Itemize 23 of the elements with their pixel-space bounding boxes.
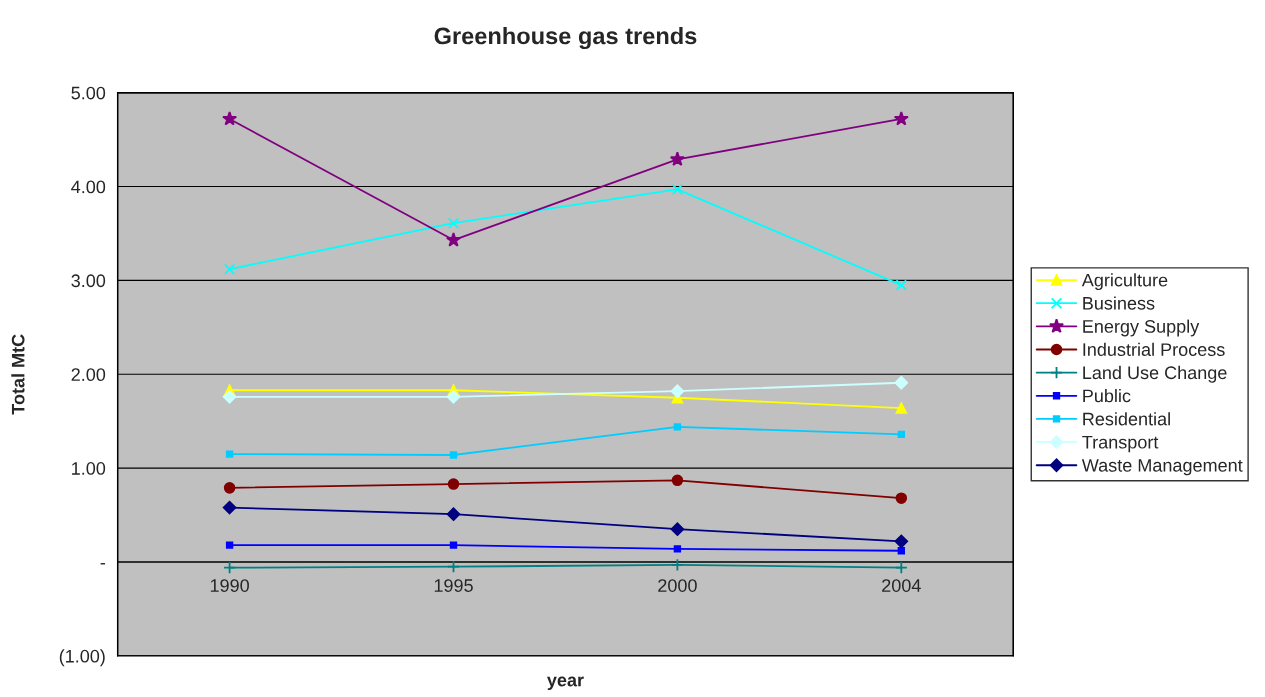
legend-label: Business [1083, 296, 1155, 310]
x-tick-label: 1995 [434, 579, 473, 592]
y-tick-label: 5.00 [71, 86, 106, 100]
y-tick-label: - [100, 563, 106, 565]
legend-label: Agriculture [1081, 273, 1168, 291]
x-tick-label: 2004 [882, 579, 921, 592]
legend-label: Transport [1082, 435, 1159, 453]
y-tick-label: 4.00 [71, 180, 106, 194]
y-axis-title: Total MtC [11, 334, 25, 415]
y-tick-label: 1.00 [72, 462, 106, 475]
x-axis-title: year [547, 676, 584, 691]
x-tick-label: 1990 [210, 579, 249, 592]
chart-title: Greenhouse gas trends [434, 26, 697, 50]
legend-label: Land Use Change [1083, 365, 1227, 383]
legend-label: Industrial Process [1083, 342, 1225, 356]
y-tick-label: (1.00) [59, 649, 105, 667]
legend-label: Energy Supply [1083, 319, 1200, 337]
legend-label: Residential [1083, 412, 1170, 426]
y-tick-label: 2.00 [71, 368, 106, 382]
x-tick-label: 2000 [658, 579, 697, 592]
legend-label: Waste Management [1081, 459, 1243, 476]
legend-label: Public [1083, 389, 1131, 403]
y-tick-label: 3.00 [71, 274, 106, 288]
